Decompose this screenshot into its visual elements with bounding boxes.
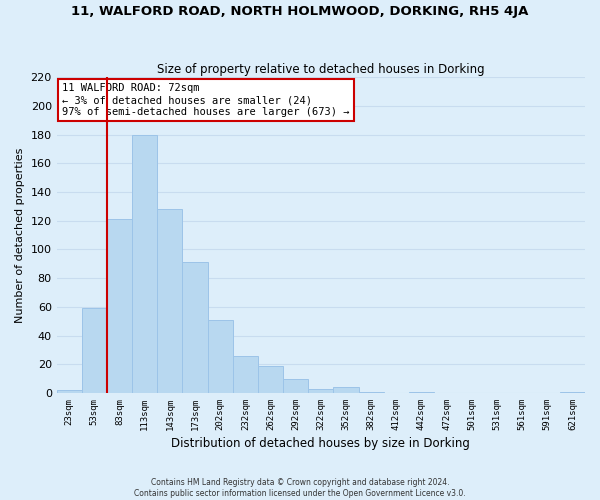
Y-axis label: Number of detached properties: Number of detached properties bbox=[15, 148, 25, 322]
Bar bbox=[560, 392, 585, 393]
Bar bbox=[283, 378, 308, 393]
Bar bbox=[359, 392, 384, 393]
Text: 11 WALFORD ROAD: 72sqm
← 3% of detached houses are smaller (24)
97% of semi-deta: 11 WALFORD ROAD: 72sqm ← 3% of detached … bbox=[62, 84, 349, 116]
Bar bbox=[82, 308, 107, 393]
Bar bbox=[107, 220, 132, 393]
Bar bbox=[334, 387, 359, 393]
Bar bbox=[56, 390, 82, 393]
Title: Size of property relative to detached houses in Dorking: Size of property relative to detached ho… bbox=[157, 63, 485, 76]
Text: Contains HM Land Registry data © Crown copyright and database right 2024.
Contai: Contains HM Land Registry data © Crown c… bbox=[134, 478, 466, 498]
Bar bbox=[132, 134, 157, 393]
Bar bbox=[182, 262, 208, 393]
Text: 11, WALFORD ROAD, NORTH HOLMWOOD, DORKING, RH5 4JA: 11, WALFORD ROAD, NORTH HOLMWOOD, DORKIN… bbox=[71, 5, 529, 18]
Bar bbox=[157, 209, 182, 393]
Bar bbox=[233, 356, 258, 393]
Bar bbox=[308, 388, 334, 393]
Bar bbox=[258, 366, 283, 393]
Bar bbox=[208, 320, 233, 393]
Bar bbox=[409, 392, 434, 393]
X-axis label: Distribution of detached houses by size in Dorking: Distribution of detached houses by size … bbox=[172, 437, 470, 450]
